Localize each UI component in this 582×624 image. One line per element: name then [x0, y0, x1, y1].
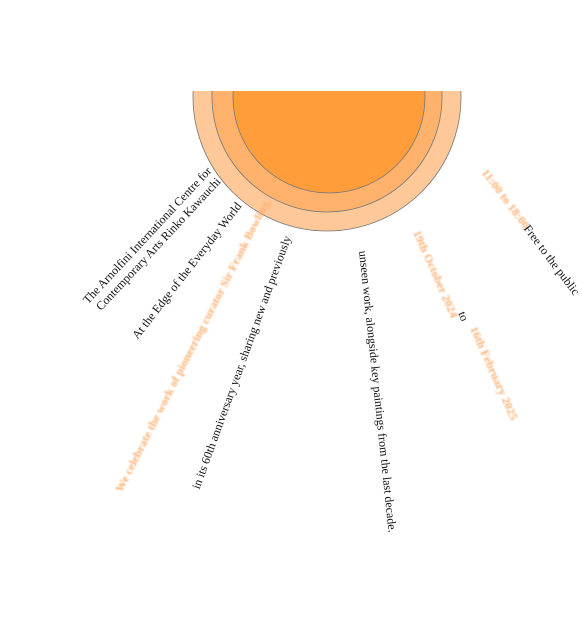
- sun-core: [232, 91, 426, 194]
